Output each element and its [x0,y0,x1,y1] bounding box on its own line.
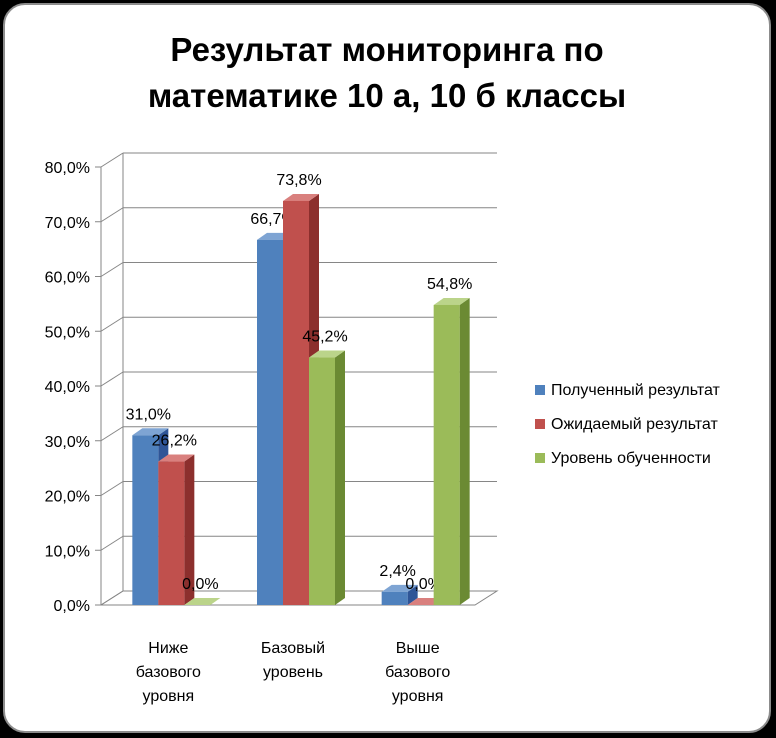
chart-title-line-2: математике 10 а, 10 б классы [147,77,627,114]
data-label: 0,0% [182,576,218,593]
data-label: 2,4% [379,563,415,580]
bar-top [132,428,169,436]
data-label: 26,2% [152,433,197,450]
bar-top [433,297,470,305]
legend-label: Полученный результат [551,382,721,399]
gridline-depth [100,152,124,168]
y-tick-label: 70,0% [45,215,90,232]
y-tick-label: 0,0% [54,598,90,615]
bar [433,304,460,605]
data-label: 0,0% [405,576,441,593]
chart-title-line-1: Результат мониторинга по [170,31,604,68]
bar-side [335,350,345,605]
y-tick-label: 10,0% [45,543,90,560]
bar [257,239,283,605]
y-tick-label: 20,0% [45,489,90,506]
bar [132,435,159,605]
gridline-depth [100,207,124,223]
legend-swatch [535,453,545,463]
chart-title: Результат мониторинга по математике 10 а… [5,27,769,119]
legend-label: Уровень обученности [551,450,711,467]
category-label: уровня [143,688,195,705]
bar [158,461,185,605]
gridline-depth [100,316,124,332]
category-label: Базовый [261,640,325,657]
gridline-depth [100,371,124,387]
bar-side [407,584,418,605]
category-label: уровень [263,664,323,681]
gridline-depth [100,481,124,496]
chart-frame: Результат мониторинга по математике 10 а… [3,3,771,733]
bar-top [184,598,221,605]
category-label: Выше [396,640,440,657]
y-tick-label: 60,0% [45,270,90,287]
legend-label: Ожидаемый результат [551,416,718,433]
gridline-depth [100,262,124,277]
chart-floor [99,590,499,606]
data-label: 54,8% [427,276,472,293]
category-label: базового [136,664,201,681]
legend-swatch [535,419,545,429]
legend-swatch [535,385,545,395]
bar [381,591,408,605]
bar-top [309,350,345,358]
data-label: 45,2% [302,329,347,346]
category-label: базового [385,664,450,681]
bar [309,357,335,605]
bar [283,200,309,605]
chart-plot: 0,0% 10,0% 20,0% 30,0% 40,0% 50,0% 60,0% 70,0% 8… [45,152,721,705]
bar-top [158,454,195,462]
gridline-depth [100,535,124,551]
gridline-depth [100,426,124,442]
category-label: Ниже [148,640,188,657]
data-label: 73,8% [276,172,321,189]
bar-side [184,454,195,605]
y-tick-label: 30,0% [45,434,90,451]
y-tick-label: 40,0% [45,379,90,396]
bar-side [459,297,470,605]
bar-top [381,584,418,592]
category-label: уровня [392,688,444,705]
data-label: 31,0% [126,406,171,423]
bar-top [283,193,319,201]
y-tick-label: 50,0% [45,324,90,341]
y-tick-label: 80,0% [45,160,90,177]
